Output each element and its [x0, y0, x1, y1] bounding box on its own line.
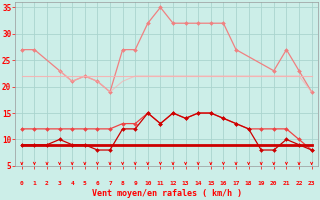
X-axis label: Vent moyen/en rafales ( km/h ): Vent moyen/en rafales ( km/h ): [92, 189, 242, 198]
